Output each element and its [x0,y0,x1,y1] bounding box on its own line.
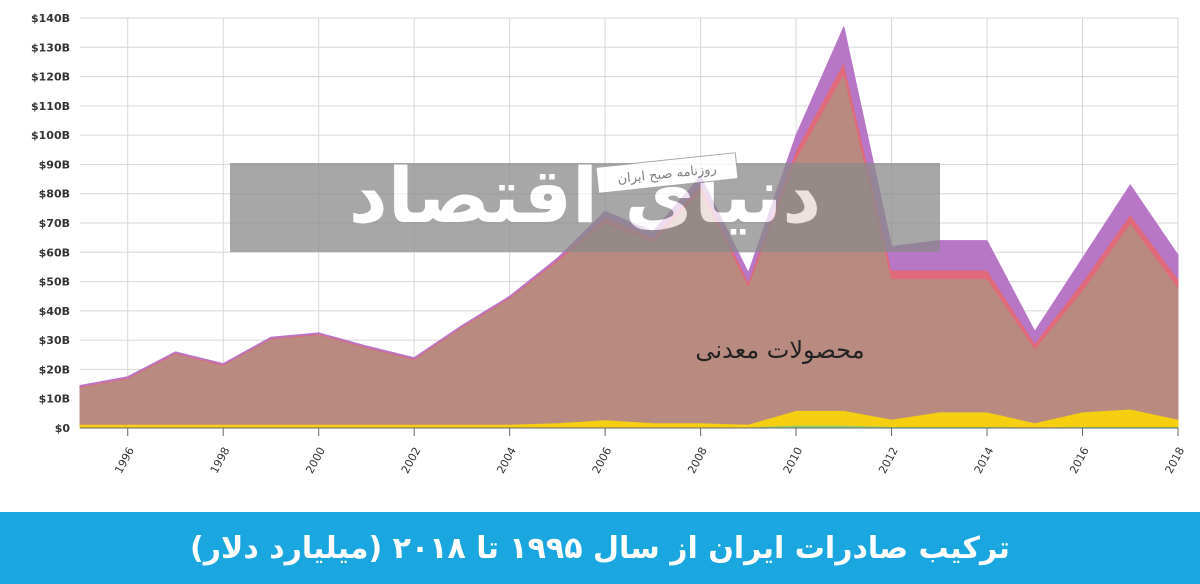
y-tick-label: $60B [39,246,70,259]
y-tick-label: $120B [31,71,70,84]
area [79,26,1179,387]
x-tick-label: 2008 [685,445,710,476]
watermark-text: دنیای اقتصاد [349,151,821,240]
x-tick-label: 2014 [972,445,997,476]
y-tick-label: $70B [39,217,70,230]
y-tick-label: $90B [39,158,70,171]
y-tick-label: $130B [31,41,70,54]
y-tick-label: $100B [31,129,70,142]
x-tick-label: 2004 [494,445,519,476]
watermark: دنیای اقتصاد روزنامه صبح ایران [230,151,940,252]
watermark-band [230,163,940,252]
x-tick-label: 2018 [1163,445,1188,476]
x-tick-label: 2000 [303,445,328,476]
chart: دنیای اقتصاد روزنامه صبح ایران محصولات م… [31,12,1188,476]
title-banner: ترکیب صادرات ایران از سال ۱۹۹۵ تا ۲۰۱۸ (… [0,512,1200,584]
x-tick-label: 1996 [112,445,137,476]
x-tick-label: 2006 [590,445,615,476]
y-tick-label: $50B [39,276,70,289]
chart-title: ترکیب صادرات ایران از سال ۱۹۹۵ تا ۲۰۱۸ (… [190,530,1010,566]
y-tick-label: $30B [39,334,70,347]
y-tick-label: $110B [31,100,70,113]
watermark-tag-box [595,152,739,194]
y-tick-label: $20B [39,363,70,376]
x-tick-label: 1998 [208,445,233,476]
y-tick-label: $80B [39,188,70,201]
y-tick-label: $10B [39,393,70,406]
x-tick-label: 2010 [781,445,806,476]
y-tick-label: $0 [55,422,71,435]
x-tick-label: 2016 [1067,445,1092,476]
annotation: محصولات معدنی [695,336,864,364]
y-tick-label: $40B [39,305,70,318]
y-tick-label: $140B [31,12,70,25]
x-tick-label: 2012 [876,445,901,476]
x-tick-label: 2002 [399,445,424,476]
